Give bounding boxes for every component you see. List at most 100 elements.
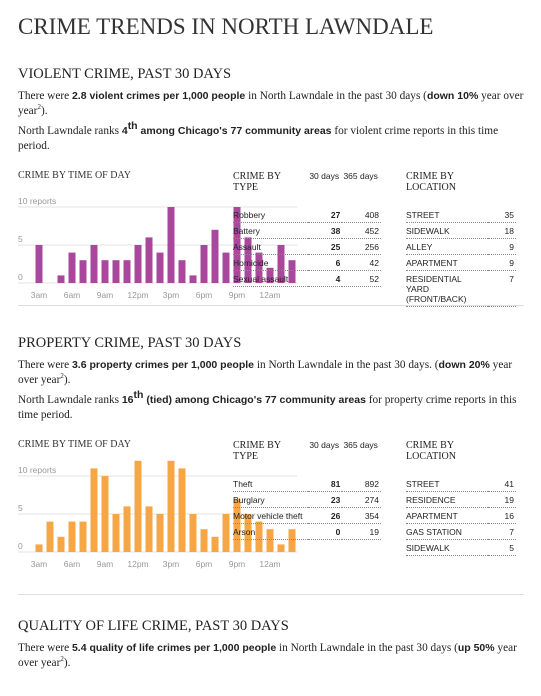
x-tick-label: 6pm: [196, 290, 213, 300]
table-row: STREET 41: [406, 476, 516, 492]
table-row: SIDEWALK 5: [406, 539, 516, 556]
bar: [57, 275, 65, 283]
paragraph: There were 2.8 violent crimes per 1,000 …: [18, 89, 526, 119]
bar: [167, 460, 175, 552]
count-365-days: 354: [342, 507, 381, 524]
chart-block: CRIME BY TIME OF DAY 0 5 10 reports 3am 6am 9a…: [18, 166, 526, 307]
count-30-days: 0: [308, 523, 343, 540]
location-count: 41: [488, 476, 516, 492]
location-count: 7: [488, 523, 516, 540]
location: STREET: [406, 476, 488, 492]
crime-type: Robbery: [233, 207, 309, 223]
table-row: Assault 25 256: [233, 238, 381, 255]
crime-type: Battery: [233, 222, 309, 239]
bar: [123, 506, 131, 552]
table-row: Arson 0 19: [233, 523, 381, 540]
crime-type: Assault: [233, 238, 309, 255]
location: SIDEWALK: [406, 222, 488, 239]
table-row: RESIDENTIAL YARD (FRONT/BACK) 7: [406, 270, 516, 307]
text: North Lawndale ranks: [18, 394, 122, 406]
count-365-days: 42: [342, 254, 381, 271]
bar: [57, 536, 65, 552]
x-tick-label: 9am: [97, 290, 114, 300]
x-tick-label: 6pm: [196, 559, 213, 569]
x-tick-label: 6am: [64, 290, 81, 300]
column-header: CRIME BY LOCATION: [406, 440, 456, 462]
bar: [288, 529, 296, 552]
bar: [178, 260, 186, 283]
bar: [79, 260, 87, 283]
section: VIOLENT CRIME, PAST 30 DAYS There were 2.…: [18, 66, 526, 307]
section-heading: VIOLENT CRIME, PAST 30 DAYS: [18, 66, 232, 82]
count-365-days: 19: [342, 523, 381, 540]
crime-type: Motor vehicle theft: [233, 507, 309, 524]
chart-title: CRIME BY TIME OF DAY: [18, 439, 131, 450]
bold-text: 3.6 property crimes per 1,000 people: [71, 359, 255, 371]
bar: [134, 245, 142, 283]
table-row: Robbery 27 408: [233, 207, 381, 223]
bar: [112, 260, 120, 283]
bold-text: 4: [121, 125, 128, 137]
location: ALLEY: [406, 238, 488, 255]
bar: [189, 514, 197, 552]
x-tick-label: 12pm: [127, 290, 148, 300]
text: ).: [63, 657, 71, 669]
location-count: 9: [488, 238, 516, 255]
table-row: ALLEY 9: [406, 238, 516, 255]
x-tick-label: 12am: [259, 559, 280, 569]
text: in North Lawndale in the past 30 days. (: [254, 359, 439, 371]
bold-text: 2.8 violent crimes per 1,000 people: [71, 90, 246, 102]
bar: [189, 275, 197, 283]
table-row: APARTMENT 9: [406, 254, 516, 271]
bar: [266, 529, 274, 552]
y-tick-label: 0: [18, 272, 23, 282]
count-30-days: 27: [308, 207, 343, 223]
bar: [90, 245, 98, 283]
superscript: 2: [60, 655, 64, 664]
location: RESIDENTIAL YARD (FRONT/BACK): [406, 270, 488, 307]
table-row: Burglary 23 274: [233, 491, 381, 508]
section: PROPERTY CRIME, PAST 30 DAYS There were 3…: [18, 335, 526, 575]
count-365-days: 274: [342, 491, 381, 508]
x-tick-label: 9pm: [229, 559, 246, 569]
x-tick-label: 6am: [64, 559, 81, 569]
page-title: CRIME TRENDS IN NORTH LAWNDALE: [18, 14, 434, 39]
location: APARTMENT: [406, 254, 488, 271]
x-tick-label: 12am: [259, 290, 280, 300]
location: GAS STATION: [406, 523, 488, 540]
bar: [211, 536, 219, 552]
paragraph: There were 5.4 quality of life crimes pe…: [18, 641, 526, 671]
column-header: 30 days: [309, 171, 340, 181]
bar: [101, 476, 109, 552]
bar: [90, 468, 98, 552]
column-header: 365 days: [343, 440, 378, 450]
bold-text: among Chicago's 77 community areas: [137, 125, 332, 137]
bar: [145, 237, 153, 283]
location-table: CRIME BY LOCATION STREET 41 RESIDENCE 19 APAR…: [406, 440, 516, 556]
text: There were: [18, 642, 72, 654]
bold-text: down 20%: [438, 359, 490, 371]
location-count: 16: [488, 507, 516, 524]
text: North Lawndale ranks: [18, 125, 122, 137]
bar: [211, 229, 219, 283]
text: year over year: [18, 90, 524, 117]
crime-type: Sexual assault: [233, 270, 309, 287]
divider: [18, 594, 524, 595]
section-heading: QUALITY OF LIFE CRIME, PAST 30 DAYS: [18, 618, 289, 634]
crime-type: Arson: [233, 523, 309, 540]
y-tick-label: 5: [18, 234, 23, 244]
count-30-days: 23: [308, 491, 343, 508]
location-table: CRIME BY LOCATION STREET 35 SIDEWALK 18 ALLEY…: [406, 171, 516, 307]
count-365-days: 52: [342, 270, 381, 287]
bar: [156, 252, 164, 283]
text: There were: [18, 359, 72, 371]
location-count: 35: [488, 207, 516, 223]
bar: [101, 260, 109, 283]
superscript: th: [133, 389, 144, 402]
bar: [112, 514, 120, 552]
text: for property crime reports in this time …: [18, 394, 517, 421]
location: STREET: [406, 207, 488, 223]
crime-type: Burglary: [233, 491, 309, 508]
count-30-days: 81: [308, 476, 343, 492]
